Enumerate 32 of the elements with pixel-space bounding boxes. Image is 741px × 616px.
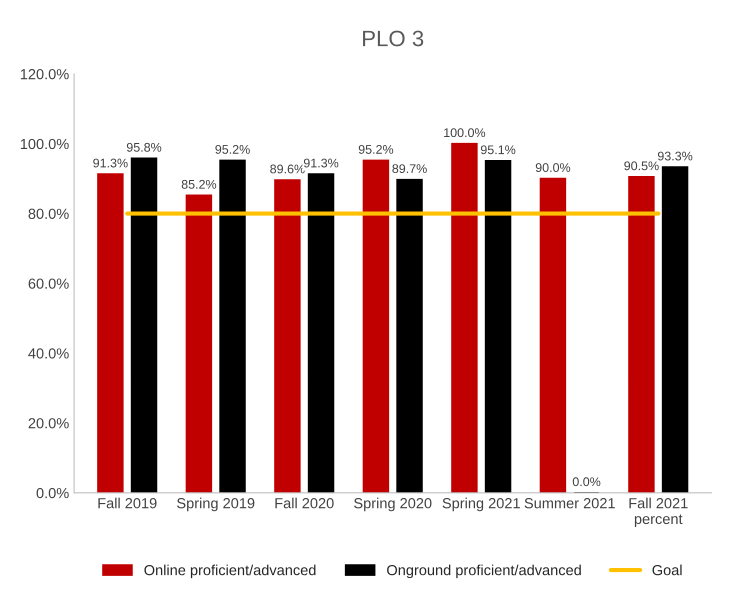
- y-tick-label: 20.0%: [28, 418, 69, 428]
- data-label: 90.5%: [624, 161, 659, 170]
- x-tick-label: Spring 2019: [177, 498, 254, 512]
- legend-label: Online proficient/advanced: [144, 564, 316, 578]
- legend-label: Goal: [652, 564, 682, 576]
- data-label: 91.3%: [304, 158, 338, 168]
- data-label: 95.2%: [215, 145, 250, 154]
- data-label: 93.3%: [658, 152, 692, 160]
- y-tick-label: 40.0%: [28, 348, 69, 359]
- x-tick-label: Spring 2020: [354, 498, 432, 512]
- data-label: 90.0%: [536, 163, 570, 172]
- data-label: 95.8%: [126, 142, 162, 152]
- x-tick-label: Fall 2021 percent: [629, 498, 688, 527]
- data-label: 89.7%: [392, 164, 427, 174]
- x-tick-label: Fall 2019: [98, 498, 157, 508]
- y-tick-label: 0.0%: [36, 488, 69, 498]
- y-tick-label: 60.0%: [28, 278, 69, 289]
- data-label: 95.1%: [480, 145, 516, 154]
- data-label: 0.0%: [572, 477, 600, 486]
- x-tick-label: Spring 2021: [442, 498, 520, 512]
- legend-label: Onground proficient/advanced: [387, 564, 581, 578]
- data-label: 89.6%: [270, 164, 305, 174]
- x-tick-label: Fall 2020: [275, 498, 334, 508]
- y-tick-label: 80.0%: [28, 208, 69, 219]
- chart-title: PLO 3: [363, 30, 424, 46]
- data-label: 95.2%: [358, 145, 394, 154]
- data-label: 85.2%: [182, 180, 216, 189]
- y-tick-label: 100.0%: [20, 138, 69, 150]
- data-label: 91.3%: [93, 158, 128, 168]
- data-label: 100.0%: [444, 128, 486, 138]
- y-tick-label: 120.0%: [20, 69, 69, 80]
- x-tick-label: Summer 2021: [524, 498, 615, 508]
